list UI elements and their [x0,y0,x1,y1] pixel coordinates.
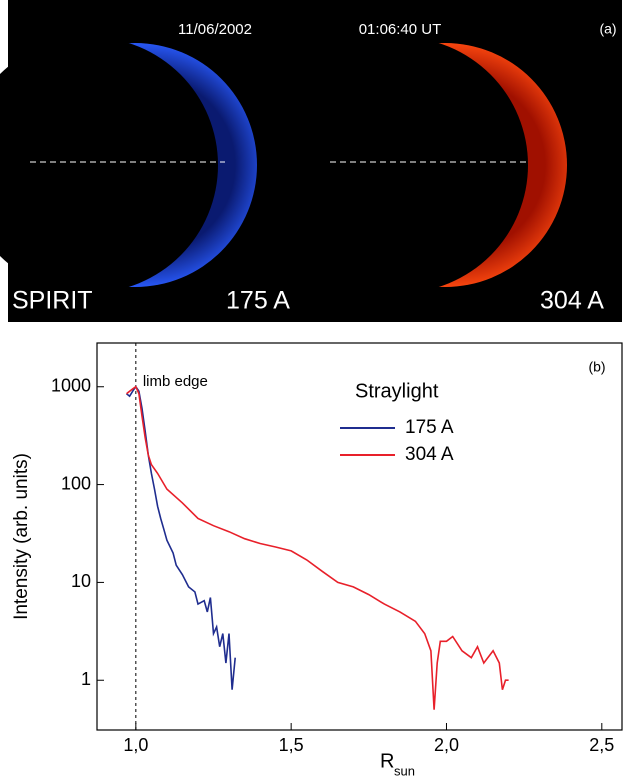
channel-label: 304 A [540,287,604,315]
time: 01:06:40 UT [359,21,442,38]
chart: 1,0 1,5 2,0 2,5 1 10 100 1000 limb edge (b) Intens… [11,343,622,778]
y-axis-label: Intensity (arb. units) [11,453,32,620]
date: 11/06/2002 [178,21,252,38]
legend-label: 175 A [405,417,454,438]
image-panel: 11/06/2002 01:06:40 UT (a) SPIRIT 175 A … [0,0,622,322]
x-axis-label-sub: sun [394,763,415,778]
occulter [272,37,528,293]
y-tick-label: 1 [81,669,91,689]
channel-label: 175 A [226,287,290,315]
y-tick-label: 10 [71,571,91,591]
x-axis-label: R [380,750,394,772]
x-tick-label: 1,5 [279,735,304,755]
figure: 11/06/2002 01:06:40 UT (a) SPIRIT 175 A … [0,0,633,783]
series-line [127,387,236,690]
y-tick-label: 100 [61,473,91,493]
panel-label: (a) [599,21,616,37]
x-tick-label: 1,0 [123,735,148,755]
annotation: limb edge [143,373,208,390]
instrument: SPIRIT [12,287,93,315]
legend-label: 304 A [405,444,454,465]
y-tick-label: 1000 [51,375,91,395]
page: 11/06/2002 01:06:40 UT (a) SPIRIT 175 A … [0,0,633,783]
x-tick-label: 2,5 [589,735,614,755]
panel-label: (b) [588,359,605,375]
x-tick-label: 2,0 [434,735,459,755]
legend-title: Straylight [355,380,439,402]
